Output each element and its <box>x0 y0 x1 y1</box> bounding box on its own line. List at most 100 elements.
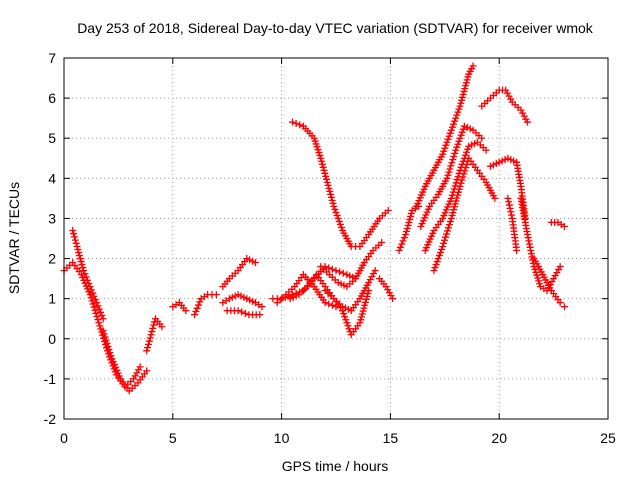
data-point <box>442 141 450 149</box>
data-point <box>191 311 199 319</box>
data-point <box>441 236 449 244</box>
data-point <box>104 342 112 350</box>
data-point <box>439 150 447 158</box>
data-point <box>449 156 457 164</box>
series-arc-b <box>69 226 107 323</box>
data-point <box>103 339 111 347</box>
series-arc-v <box>478 86 531 126</box>
data-point <box>86 283 94 291</box>
grid-lines <box>64 58 608 419</box>
data-point <box>405 218 413 226</box>
data-point <box>107 352 115 360</box>
data-point <box>72 239 80 247</box>
data-point <box>384 206 392 214</box>
data-point <box>78 261 86 269</box>
data-point <box>443 227 451 235</box>
data-point <box>446 129 454 137</box>
data-point <box>396 243 404 251</box>
data-point <box>436 249 444 257</box>
data-point <box>150 321 158 329</box>
data-point <box>444 171 452 179</box>
series-arc-x <box>504 194 521 255</box>
data-point <box>378 239 386 247</box>
data-point <box>90 303 98 311</box>
x-tick-label: 25 <box>600 430 616 446</box>
y-tick-label: 3 <box>48 210 56 226</box>
data-point <box>95 305 103 313</box>
data-point <box>404 221 412 229</box>
data-point <box>522 115 530 123</box>
data-point <box>94 316 102 324</box>
data-point <box>96 322 104 330</box>
data-point <box>320 166 328 174</box>
data-point <box>553 269 561 277</box>
data-point <box>527 247 535 255</box>
data-point <box>70 230 78 238</box>
data-point <box>469 62 477 70</box>
data-point <box>337 223 345 231</box>
data-point <box>458 128 466 136</box>
series-arc-a <box>60 259 144 391</box>
data-point <box>446 218 454 226</box>
data-point <box>554 266 562 274</box>
x-tick-labels: 0 5 10 15 20 25 <box>60 430 616 446</box>
data-point <box>556 263 564 271</box>
data-point <box>457 179 465 187</box>
series-arc-z <box>530 255 568 311</box>
data-point <box>448 123 456 131</box>
data-point <box>99 327 107 335</box>
data-point <box>548 278 556 286</box>
data-point <box>101 333 109 341</box>
y-tick-label: 0 <box>48 331 56 347</box>
data-point <box>453 111 461 119</box>
y-tick-label: -1 <box>44 371 57 387</box>
data-point <box>444 135 452 143</box>
data-point <box>182 307 190 315</box>
data-point <box>89 289 97 297</box>
data-point <box>344 322 352 330</box>
data-point <box>341 313 349 321</box>
data-point <box>256 311 264 319</box>
data-point <box>502 86 510 94</box>
data-point <box>447 162 455 170</box>
data-point <box>343 319 351 327</box>
y-tick-labels: -2 -1 0 1 2 3 4 5 6 7 <box>44 50 57 427</box>
data-point <box>79 264 87 272</box>
data-point <box>336 220 344 228</box>
data-point <box>370 270 378 278</box>
data-point <box>551 272 559 280</box>
y-tick-label: -2 <box>44 411 57 427</box>
data-point <box>81 270 89 278</box>
data-point <box>342 316 350 324</box>
data-point <box>251 259 259 267</box>
y-tick-label: 4 <box>48 170 56 186</box>
x-tick-label: 15 <box>383 430 399 446</box>
series-arc-m <box>288 118 392 251</box>
data-point <box>507 208 515 216</box>
y-tick-label: 1 <box>48 291 56 307</box>
data-point <box>95 319 103 327</box>
data-point <box>212 291 220 299</box>
data-point <box>454 140 462 148</box>
data-point <box>389 295 397 303</box>
data-point <box>278 295 286 303</box>
data-point <box>366 276 374 284</box>
data-point <box>463 161 471 169</box>
data-point <box>333 211 341 219</box>
data-point <box>464 145 472 153</box>
data-point <box>325 184 333 192</box>
data-point <box>482 146 490 154</box>
data-point <box>513 247 521 255</box>
data-point <box>85 279 93 287</box>
data-point <box>241 309 249 317</box>
data-point <box>146 334 154 342</box>
series-arc-o <box>321 267 379 315</box>
data-point <box>106 349 114 357</box>
data-points <box>60 62 568 395</box>
y-tick-label: 7 <box>48 50 56 66</box>
data-point <box>87 286 95 294</box>
data-point <box>158 323 166 331</box>
data-point <box>90 292 98 300</box>
data-point <box>238 308 246 316</box>
